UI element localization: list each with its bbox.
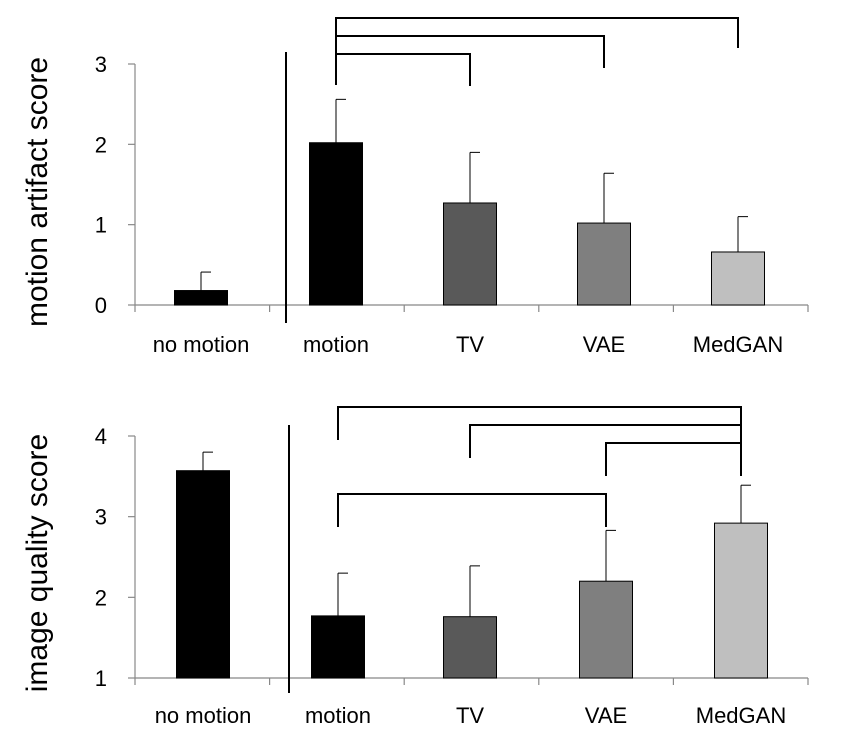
bottom-category-label: TV xyxy=(456,703,484,728)
top-bar xyxy=(577,222,631,306)
top-y-tick-label: 0 xyxy=(95,293,107,318)
bottom-category-label: VAE xyxy=(585,703,627,728)
bottom-bar xyxy=(443,616,497,679)
top-y-tick-label: 3 xyxy=(95,52,107,77)
top-y-axis-title: motion artifact score xyxy=(21,57,54,327)
top-y-tick-label: 1 xyxy=(95,213,107,238)
top-category-label: VAE xyxy=(583,332,625,357)
bottom-panel: 1 2 3 4 no motion motion TV VAE MedGAN image qual… xyxy=(21,406,809,728)
bottom-y-axis-title: image quality score xyxy=(21,434,54,692)
top-bar xyxy=(711,251,765,306)
bottom-bar xyxy=(311,615,365,679)
bottom-bar xyxy=(579,580,633,679)
bottom-significance-bracket xyxy=(605,442,742,476)
bottom-y-tick-label: 1 xyxy=(95,666,107,691)
bottom-significance-bracket xyxy=(337,493,607,527)
top-significance-bracket xyxy=(335,53,471,86)
bottom-category-label: no motion xyxy=(155,703,252,728)
bottom-y-tick-label: 4 xyxy=(95,424,107,449)
bottom-y-tick-label: 2 xyxy=(95,585,107,610)
top-category-label: TV xyxy=(456,332,484,357)
top-category-label: no motion xyxy=(153,332,250,357)
bottom-y-tick-label: 3 xyxy=(95,505,107,530)
top-y-tick-label: 2 xyxy=(95,132,107,157)
bottom-significance-bracket xyxy=(337,406,742,476)
top-bar xyxy=(174,290,228,306)
bottom-bar xyxy=(714,522,768,679)
top-category-label: MedGAN xyxy=(693,332,783,357)
bottom-category-label: motion xyxy=(305,703,371,728)
bottom-category-label: MedGAN xyxy=(696,703,786,728)
top-bar xyxy=(443,202,497,306)
top-significance-bracket xyxy=(335,17,739,85)
bottom-bar xyxy=(176,470,230,679)
top-bar xyxy=(309,142,363,306)
top-category-label: motion xyxy=(303,332,369,357)
top-panel: 0 1 2 3 no motion motion TV VAE MedGAN motion art… xyxy=(21,17,809,357)
